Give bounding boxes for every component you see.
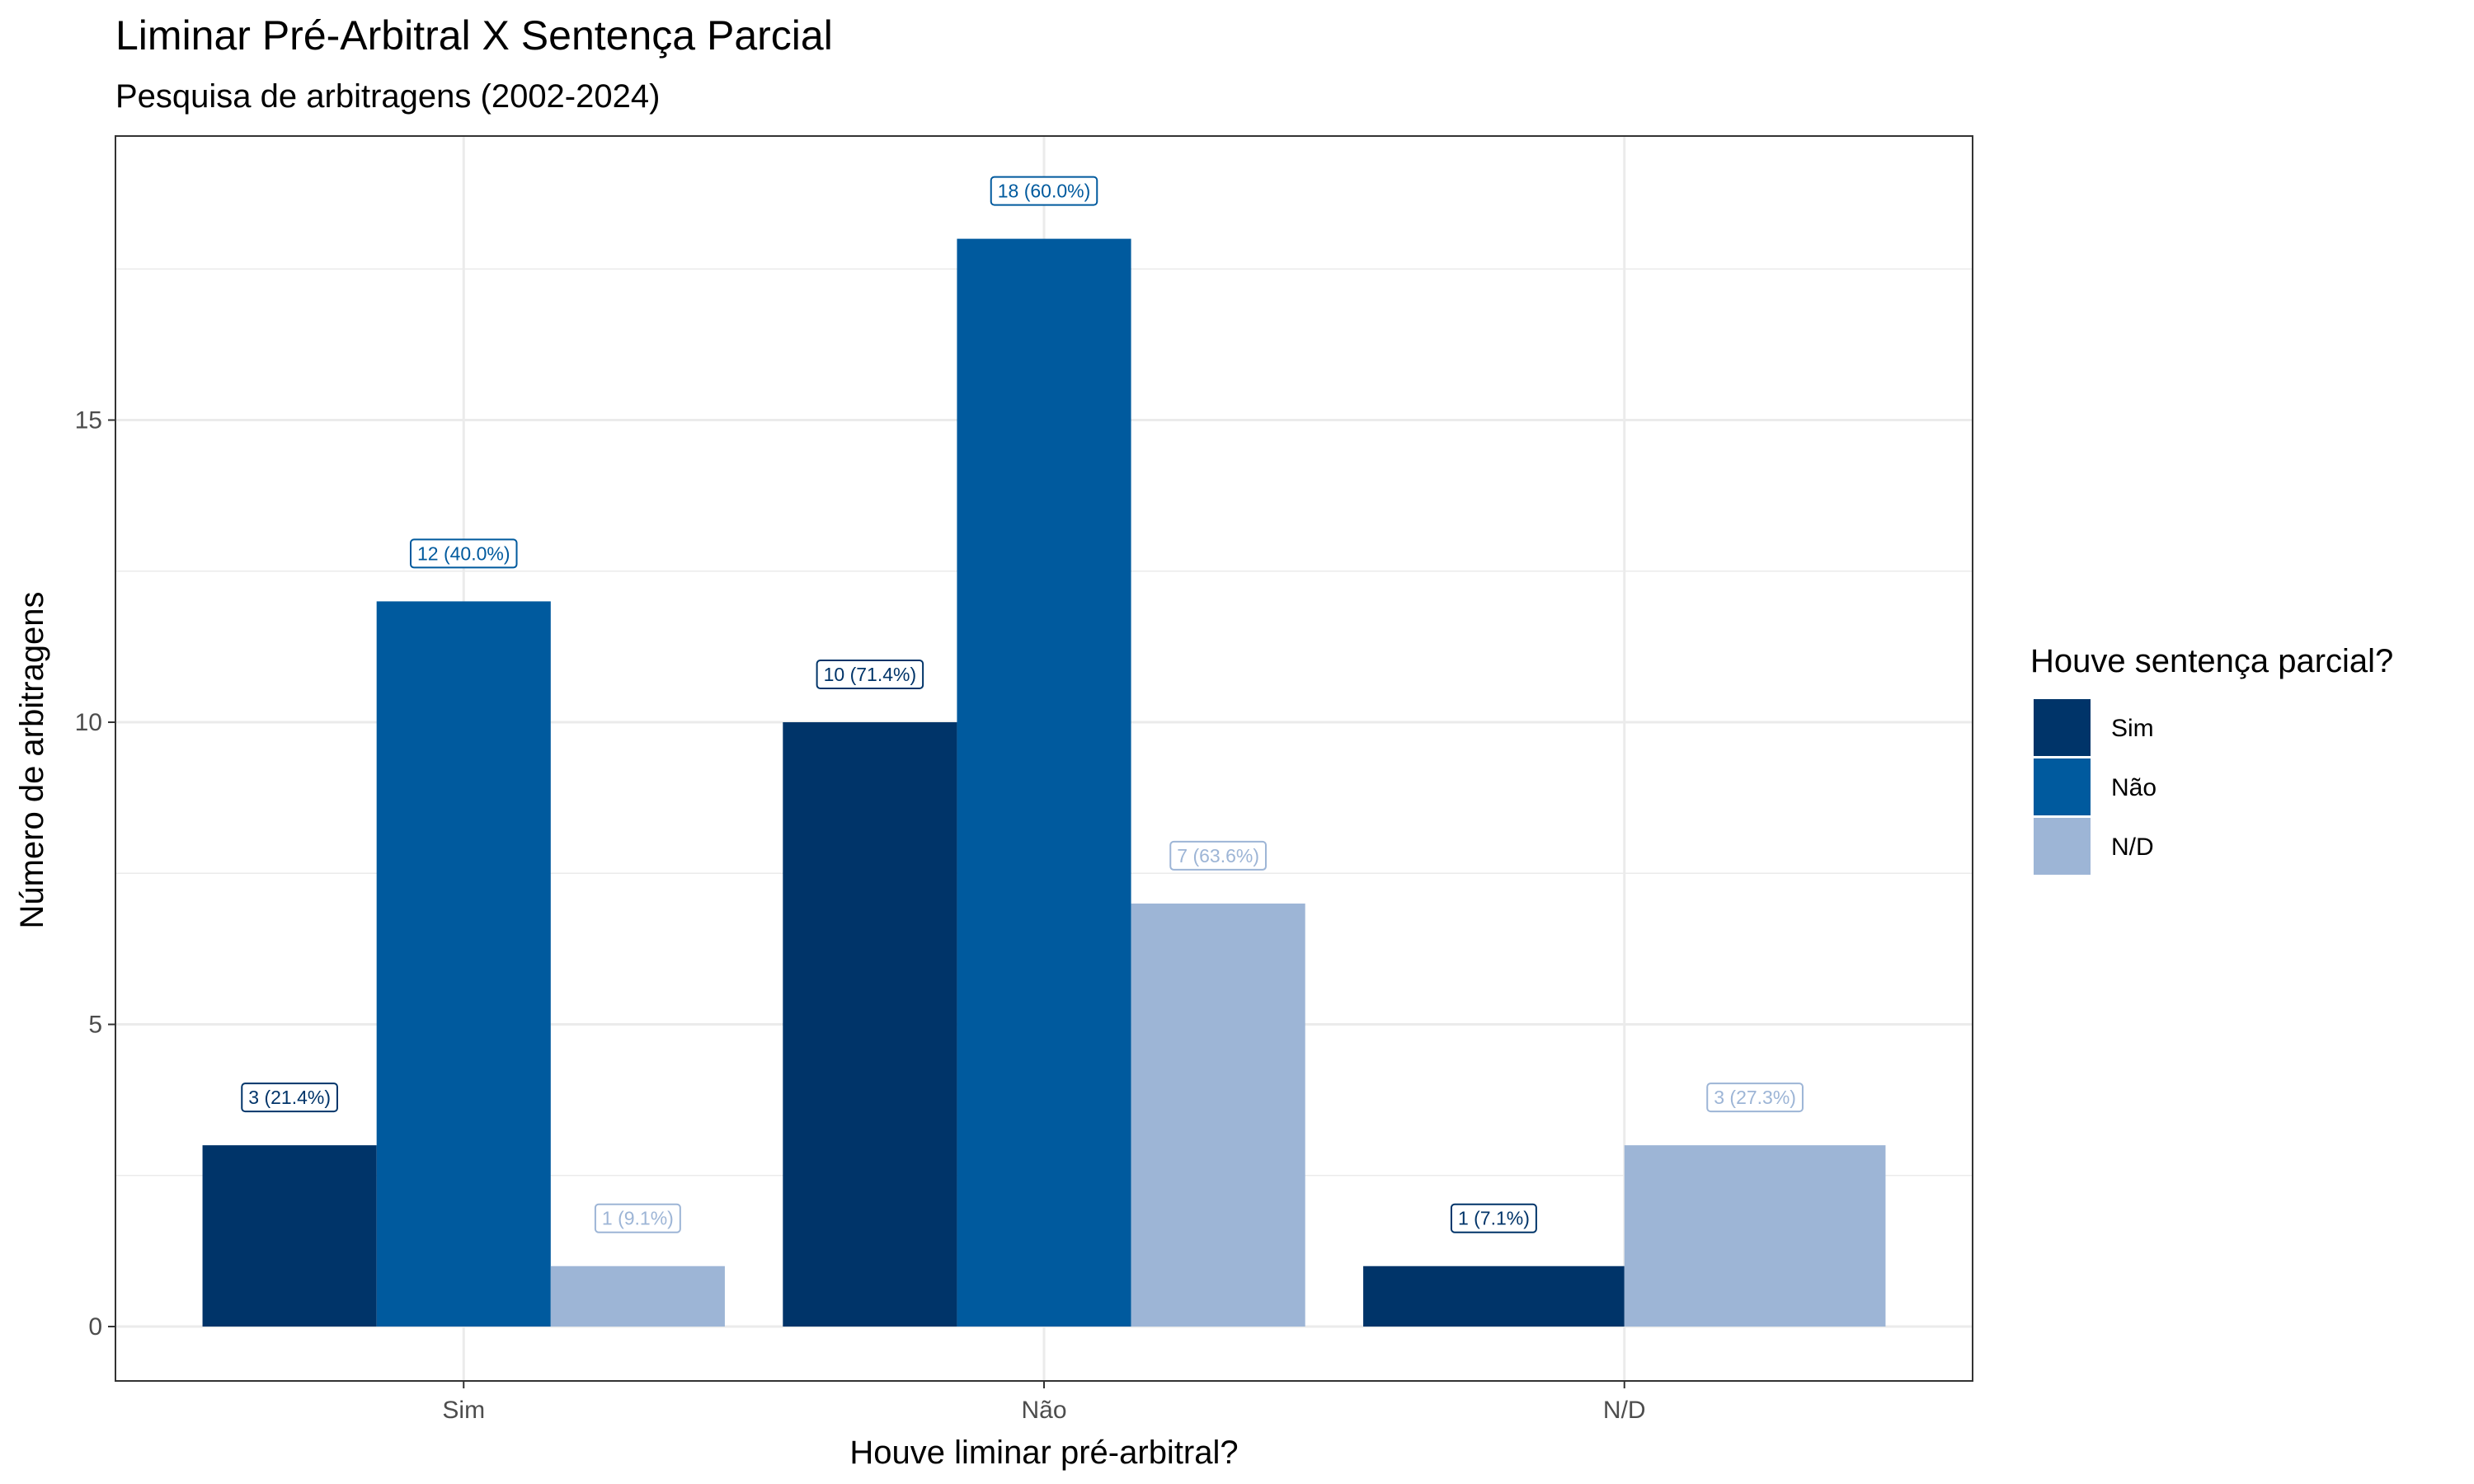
- bar-Sim-Não: [783, 722, 957, 1327]
- data-label: 3 (27.3%): [1706, 1082, 1804, 1113]
- data-label-box: [1450, 1203, 1537, 1233]
- legend-label: N/D: [2111, 834, 2154, 861]
- legend-key-Sim: [2034, 699, 2091, 756]
- bars: [202, 238, 1886, 1327]
- data-label: 3 (21.4%): [241, 1082, 338, 1113]
- x-tick-label: Sim: [442, 1397, 485, 1424]
- data-label-text: 7 (63.6%): [1177, 845, 1259, 866]
- y-tick-label: 5: [88, 1012, 102, 1039]
- bar-N/D-Não: [1131, 903, 1305, 1327]
- data-label-box: [816, 660, 924, 690]
- data-label: 18 (60.0%): [990, 176, 1098, 206]
- legend-key-Não: [2034, 758, 2091, 815]
- chart-subtitle: Pesquisa de arbitragens (2002-2024): [115, 78, 660, 115]
- legend-label: Sim: [2111, 715, 2154, 742]
- data-label-box: [241, 1082, 338, 1113]
- bar-Não-Não: [957, 238, 1131, 1327]
- x-axis-ticks: Sim Não N/D: [442, 1381, 1646, 1424]
- legend-title: Houve sentença parcial?: [2030, 643, 2393, 679]
- data-label: 1 (7.1%): [1450, 1203, 1537, 1233]
- y-axis-title: Número de arbitragens: [14, 591, 50, 928]
- data-label: 7 (63.6%): [1169, 840, 1267, 871]
- data-label-text: 1 (7.1%): [1458, 1208, 1530, 1229]
- bar-Sim-Sim: [202, 1145, 377, 1327]
- bar-N/D-N/D: [1624, 1145, 1886, 1327]
- legend-items: Sim Não N/D: [2034, 699, 2157, 875]
- legend-label: Não: [2111, 774, 2157, 801]
- bar-N/D-Sim: [550, 1266, 725, 1327]
- data-label-text: 12 (40.0%): [417, 542, 510, 564]
- data-labels: 3 (21.4%) 12 (40.0%) 1 (9.1%) 10 (71.4%) 18 …: [241, 176, 1804, 1233]
- data-label-box: [594, 1203, 681, 1233]
- y-axis-ticks: 0 5 10 15: [75, 407, 115, 1341]
- y-tick-label: 15: [75, 407, 102, 434]
- data-label: 12 (40.0%): [409, 538, 518, 569]
- data-label-box: [990, 176, 1098, 206]
- data-label-text: 3 (27.3%): [1714, 1087, 1796, 1108]
- legend-key-N/D: [2034, 818, 2091, 875]
- data-label-box: [1169, 840, 1267, 871]
- y-tick-label: 10: [75, 709, 102, 736]
- y-tick-label: 0: [88, 1313, 102, 1341]
- data-label-text: 3 (21.4%): [248, 1087, 331, 1108]
- data-label-text: 10 (71.4%): [824, 664, 917, 685]
- x-tick-label: N/D: [1603, 1397, 1646, 1424]
- bar-Sim-N/D: [1363, 1266, 1625, 1327]
- legend: Houve sentença parcial? Sim Não N/D: [2030, 643, 2393, 875]
- data-label: 10 (71.4%): [816, 660, 924, 690]
- data-label-text: 1 (9.1%): [602, 1208, 674, 1229]
- bar-Não-Sim: [376, 601, 551, 1327]
- data-label: 1 (9.1%): [594, 1203, 681, 1233]
- data-label-box: [409, 538, 518, 569]
- chart-title: Liminar Pré-Arbitral X Sentença Parcial: [115, 12, 833, 59]
- data-label-text: 18 (60.0%): [998, 181, 1091, 202]
- x-tick-label: Não: [1021, 1397, 1066, 1424]
- x-axis-title: Houve liminar pré-arbitral?: [849, 1435, 1238, 1471]
- data-label-box: [1706, 1082, 1804, 1113]
